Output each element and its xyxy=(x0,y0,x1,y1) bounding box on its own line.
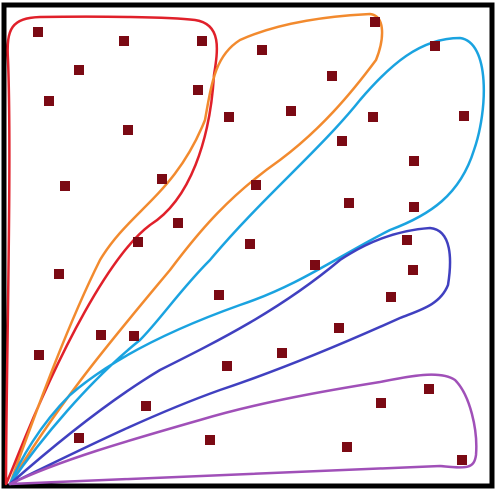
data-point-orange xyxy=(173,218,183,228)
data-point-red xyxy=(119,36,129,46)
data-point-red xyxy=(74,65,84,75)
data-point-indigo xyxy=(408,265,418,275)
data-point-orange xyxy=(214,290,224,300)
data-point-sky-blue xyxy=(430,41,440,51)
data-point-red xyxy=(54,269,64,279)
data-point-sky-blue xyxy=(409,202,419,212)
data-point-red xyxy=(34,350,44,360)
data-point-sky-blue xyxy=(74,433,84,443)
data-point-purple xyxy=(376,398,386,408)
data-point-red xyxy=(157,174,167,184)
data-point-orange xyxy=(286,106,296,116)
data-point-orange xyxy=(327,71,337,81)
data-point-red xyxy=(129,331,139,341)
data-point-orange xyxy=(224,112,234,122)
cluster-outline-sky-blue xyxy=(8,36,486,486)
cluster-outline-indigo xyxy=(8,226,452,486)
cluster-outline-orange xyxy=(8,12,384,486)
data-point-purple xyxy=(205,435,215,445)
data-point-sky-blue xyxy=(141,401,151,411)
data-point-sky-blue xyxy=(337,136,347,146)
cluster-outline-purple xyxy=(8,373,478,486)
data-point-sky-blue xyxy=(459,111,469,121)
data-point-indigo xyxy=(222,361,232,371)
data-point-sky-blue xyxy=(310,260,320,270)
data-point-red xyxy=(197,36,207,46)
data-point-orange xyxy=(370,17,380,27)
data-point-orange xyxy=(257,45,267,55)
data-point-orange xyxy=(245,239,255,249)
data-point-indigo xyxy=(334,323,344,333)
data-point-indigo xyxy=(386,292,396,302)
data-point-red xyxy=(193,85,203,95)
data-point-red xyxy=(123,125,133,135)
data-point-red xyxy=(33,27,43,37)
data-point-indigo xyxy=(277,348,287,358)
data-point-red xyxy=(44,96,54,106)
data-point-orange xyxy=(251,180,261,190)
data-point-indigo xyxy=(402,235,412,245)
data-point-red xyxy=(133,237,143,247)
data-point-sky-blue xyxy=(344,198,354,208)
data-point-purple xyxy=(342,442,352,452)
data-point-purple xyxy=(424,384,434,394)
data-point-red xyxy=(96,330,106,340)
data-point-red xyxy=(60,181,70,191)
data-point-sky-blue xyxy=(409,156,419,166)
data-point-purple xyxy=(457,455,467,465)
data-point-sky-blue xyxy=(368,112,378,122)
cluster-outline-red xyxy=(4,15,219,486)
